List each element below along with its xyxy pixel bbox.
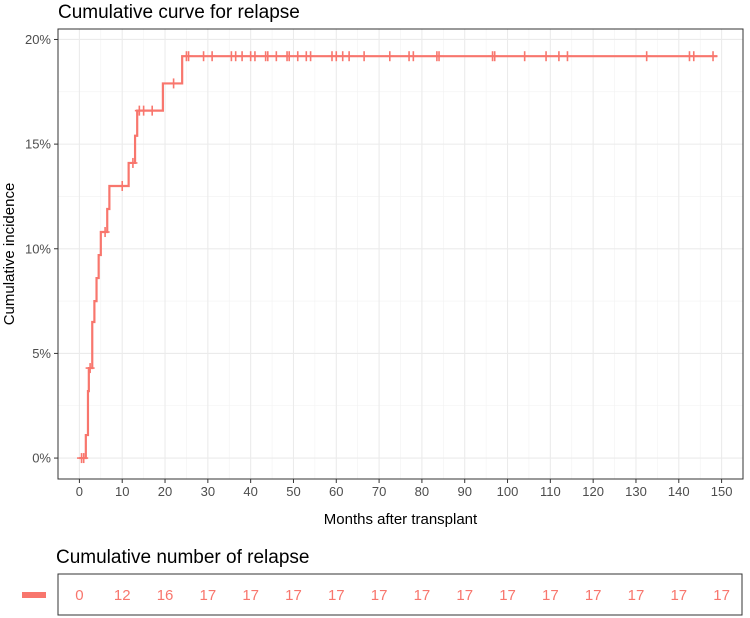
table-value: 17: [499, 587, 516, 604]
x-tick-label: 10: [115, 484, 129, 499]
x-tick-label: 140: [668, 484, 690, 499]
table-value: 17: [242, 587, 259, 604]
table-value: 16: [157, 587, 174, 604]
table-values: 0 12 16 17 17 17 17 17 17 17 17 17 17 17 17 17: [75, 587, 730, 604]
y-axis-title: Cumulative incidence: [1, 183, 18, 326]
censor-layer: [77, 51, 718, 464]
x-tick-label: 80: [415, 484, 429, 499]
table-value: 17: [371, 587, 388, 604]
x-axis-title: Months after transplant: [324, 511, 478, 528]
table-value: 17: [200, 587, 217, 604]
x-tick-label: 150: [711, 484, 733, 499]
x-tick-label: 50: [286, 484, 300, 499]
y-tick-label: 15%: [25, 137, 51, 152]
y-tick-label: 10%: [25, 241, 51, 256]
grid-minor: [58, 29, 743, 479]
table-value: 17: [285, 587, 302, 604]
y-tick-label: 20%: [25, 32, 51, 47]
table-value: 17: [328, 587, 345, 604]
x-tick-label: 120: [582, 484, 604, 499]
legend-key: [22, 592, 46, 598]
x-tick-label: 90: [457, 484, 471, 499]
x-tick-label: 40: [243, 484, 257, 499]
y-tick-label: 5%: [32, 346, 51, 361]
x-axis: 0 10 20 30 40 50 60 70 80 90 100 110 120 130 140 150: [76, 479, 733, 499]
x-tick-label: 130: [625, 484, 647, 499]
x-tick-label: 100: [497, 484, 519, 499]
x-tick-label: 20: [158, 484, 172, 499]
relapse-curve: [79, 55, 718, 460]
table-title: Cumulative number of relapse: [56, 547, 309, 568]
grid-major: [58, 29, 743, 479]
x-tick-label: 30: [201, 484, 215, 499]
table-value: 0: [75, 587, 83, 604]
x-tick-label: 60: [329, 484, 343, 499]
table-value: 17: [670, 587, 687, 604]
y-axis: 0% 5% 10% 15% 20%: [25, 32, 58, 466]
table-value: 17: [414, 587, 431, 604]
chart-title: Cumulative curve for relapse: [58, 2, 300, 23]
table-value: 17: [585, 587, 602, 604]
table-value: 17: [456, 587, 473, 604]
y-tick-label: 0%: [32, 451, 51, 466]
x-tick-label: 110: [540, 484, 561, 499]
table-value: 12: [114, 587, 131, 604]
table-value: 17: [628, 587, 645, 604]
table-value: 17: [542, 587, 559, 604]
table-panel: [57, 573, 743, 616]
x-tick-label: 0: [76, 484, 83, 499]
plot-border: [57, 28, 744, 480]
table-value: 17: [713, 587, 730, 604]
x-tick-label: 70: [372, 484, 386, 499]
series-layer: [79, 55, 718, 460]
